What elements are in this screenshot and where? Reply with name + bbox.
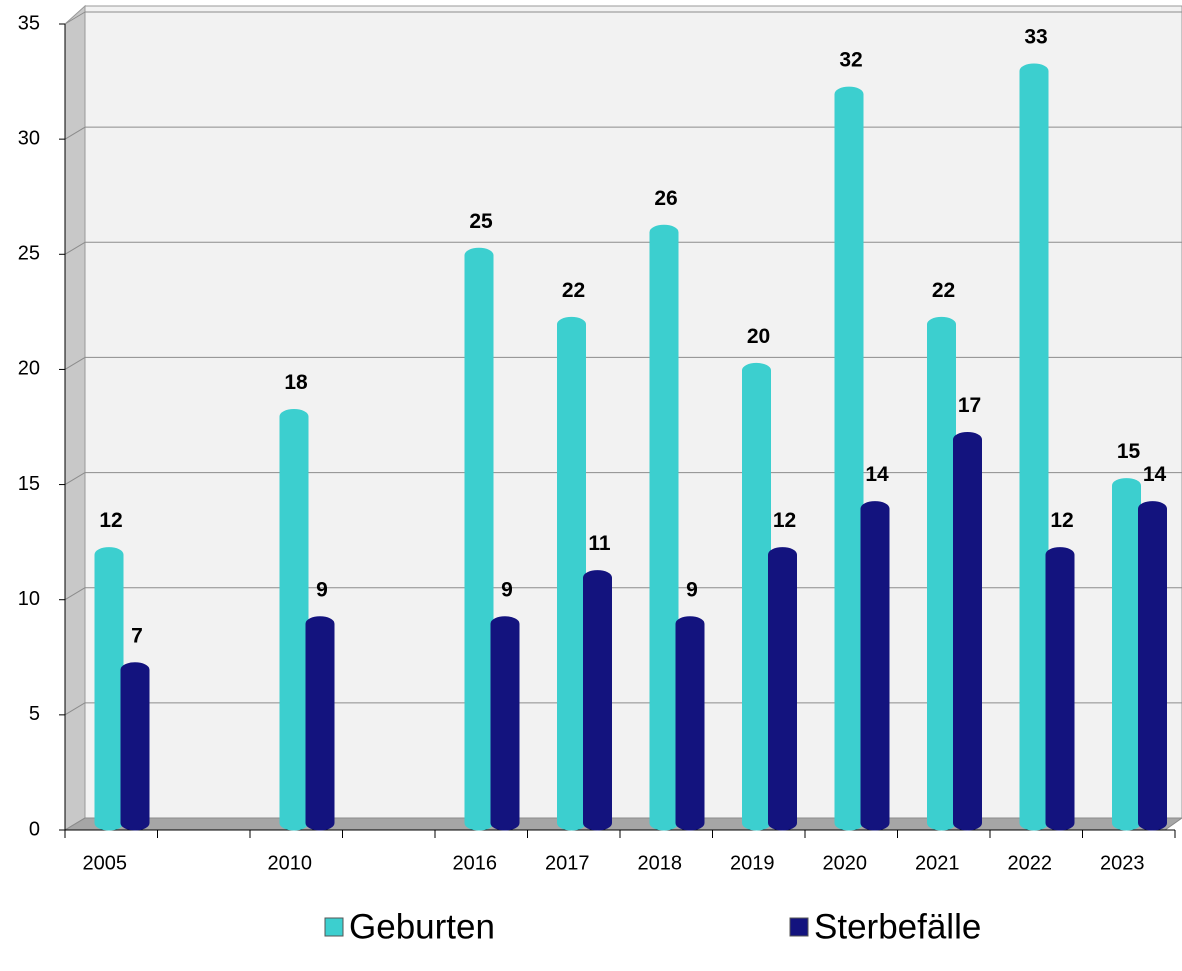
- bar: [1045, 547, 1075, 831]
- value-label: 9: [501, 578, 513, 601]
- bar: [1112, 478, 1141, 831]
- bar: [675, 616, 705, 831]
- value-label: 12: [1050, 509, 1073, 532]
- bar: [860, 501, 890, 831]
- y-tick-label: 25: [18, 243, 40, 265]
- bar: [834, 86, 864, 831]
- legend-swatch: [789, 917, 809, 937]
- legend-label: Sterbefälle: [814, 907, 981, 946]
- value-label: 26: [654, 187, 677, 210]
- grid-line: [64, 356, 86, 370]
- bar: [583, 570, 612, 831]
- floor: [63, 817, 1182, 831]
- value-label: 22: [932, 279, 955, 302]
- grid-line: [64, 702, 86, 716]
- value-label: 22: [562, 279, 585, 302]
- bar: [953, 432, 982, 831]
- x-tick-label: 2020: [823, 852, 868, 874]
- x-tick-label: 2019: [730, 852, 775, 874]
- value-label: 9: [316, 578, 328, 601]
- value-label: 14: [1143, 463, 1167, 486]
- value-label: 9: [686, 578, 698, 601]
- bar: [94, 547, 124, 831]
- x-tick-label: 2023: [1100, 852, 1145, 874]
- x-tick-label: 2010: [268, 852, 313, 874]
- y-tick-label: 30: [18, 127, 40, 149]
- value-label: 12: [99, 509, 122, 532]
- side-wall: [64, 4, 86, 831]
- grid-line: [64, 817, 86, 831]
- value-label: 17: [958, 394, 981, 417]
- x-tick-label: 2021: [915, 852, 960, 874]
- value-label: 12: [773, 509, 796, 532]
- x-tick-label: 2022: [1008, 852, 1053, 874]
- y-tick-label: 10: [18, 588, 40, 610]
- bar: [464, 247, 494, 831]
- bar: [490, 616, 520, 831]
- value-label: 32: [839, 49, 862, 72]
- value-label: 25: [469, 210, 493, 233]
- y-tick-label: 15: [18, 473, 40, 495]
- legend-label: Geburten: [349, 907, 495, 946]
- bar: [649, 224, 679, 831]
- bar: [557, 316, 586, 831]
- bar: [742, 362, 771, 831]
- bar: [279, 408, 309, 831]
- grid-line: [64, 126, 86, 140]
- y-tick-label: 5: [29, 703, 40, 725]
- value-label: 20: [747, 325, 770, 348]
- bar: [305, 616, 335, 831]
- bar: [120, 662, 150, 831]
- value-label: 18: [284, 371, 308, 394]
- value-label: 7: [131, 624, 143, 647]
- grid-line: [64, 587, 86, 601]
- value-label: 11: [588, 532, 611, 555]
- back-wall: [84, 5, 1182, 819]
- x-tick-label: 2005: [83, 852, 128, 874]
- bar: [927, 316, 956, 831]
- y-tick-label: 20: [18, 358, 40, 380]
- x-tick-label: 2016: [453, 852, 498, 874]
- value-label: 14: [865, 463, 889, 486]
- value-label: 15: [1117, 440, 1141, 463]
- x-tick-label: 2017: [545, 852, 590, 874]
- value-label: 33: [1024, 26, 1047, 49]
- y-tick-label: 0: [29, 818, 40, 840]
- bar: [768, 547, 797, 831]
- grid-line: [64, 11, 86, 25]
- grid-line: [64, 241, 86, 255]
- grid-line: [64, 472, 86, 486]
- bar: [1138, 501, 1167, 831]
- x-tick-label: 2018: [638, 852, 683, 874]
- bar: [1019, 63, 1049, 831]
- legend-swatch: [324, 917, 344, 937]
- y-tick-label: 35: [18, 12, 40, 34]
